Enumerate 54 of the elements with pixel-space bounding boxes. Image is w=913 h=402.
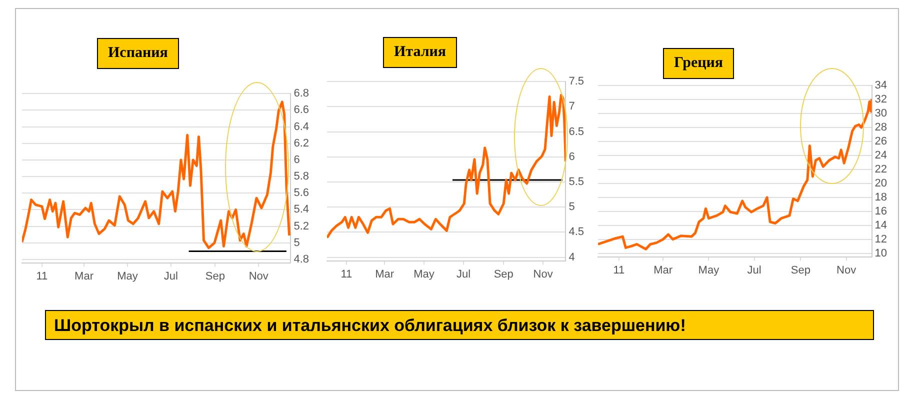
y-tick-label: 5 [568,201,575,214]
y-tick-label: 24 [874,150,888,162]
x-tick-label: Nov [533,268,554,280]
x-tick-label: May [414,268,435,280]
y-tick-label: 14 [874,219,888,232]
x-tick-label: Nov [248,270,269,282]
x-tick-label: Jul [164,270,178,282]
y-tick-label: 6.5 [568,126,584,138]
x-tick-label: Mar [654,264,673,276]
y-tick-label: 16 [874,205,888,218]
x-tick-label: Sep [790,264,810,276]
x-tick-label: May [698,264,720,276]
y-tick-label: 22 [874,163,888,176]
text: Шортокрыл в испанских и итальянских облигациях близок к завершению! [45,310,874,340]
y-tick-label: 7 [568,100,575,113]
chart-title: Испания [97,38,179,69]
y-tick-label: 4 [568,251,575,264]
x-tick-label: 11 [36,270,48,282]
y-tick-label: 6.8 [294,88,310,100]
x-tick-label: May [117,270,138,282]
y-tick-label: 5.6 [294,187,310,200]
y-tick-label: 5.4 [294,204,310,216]
y-tick-label: 34 [874,80,888,92]
y-tick-label: 6.4 [294,120,310,133]
y-tick-label: 6.2 [294,137,310,150]
y-tick-label: 5.5 [568,176,584,188]
y-tick-label: 4.5 [568,226,584,238]
y-tick-label: 28 [874,122,888,134]
x-tick-label: Nov [836,264,857,276]
y-tick-label: 32 [874,94,888,106]
y-tick-label: 5 [294,236,300,249]
y-tick-label: 7.5 [568,76,584,88]
y-tick-label: 20 [874,177,888,190]
y-tick-label: 12 [874,233,888,246]
x-tick-label: Mar [74,270,94,282]
x-tick-label: 11 [340,268,352,280]
y-tick-label: 4.8 [294,254,310,266]
y-tick-label: 5.8 [294,170,310,183]
y-tick-label: 5.2 [294,220,310,232]
y-tick-label: 10 [874,247,888,260]
chart-title: Италия [383,37,458,68]
x-tick-label: Sep [205,270,225,282]
x-tick-label: 11 [613,264,625,276]
chart-title: Греция [663,48,734,79]
y-tick-label: 18 [874,191,888,204]
y-tick-label: 6 [294,154,300,166]
x-tick-label: Sep [494,268,514,280]
y-tick-label: 30 [874,108,888,120]
y-tick-label: 26 [874,136,888,148]
x-tick-label: Jul [456,268,471,280]
y-tick-label: 6.6 [294,104,310,116]
y-tick-label: 6 [568,150,575,163]
x-tick-label: Jul [747,264,762,276]
x-tick-label: Mar [375,268,394,280]
